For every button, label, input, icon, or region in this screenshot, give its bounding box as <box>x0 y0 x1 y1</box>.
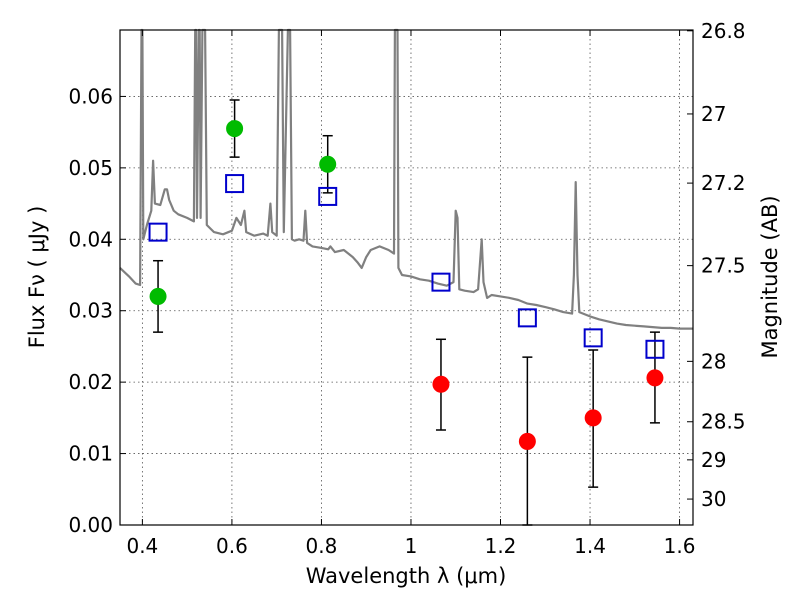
y2-tick-label: 27.2 <box>701 171 746 195</box>
grid-lines <box>120 30 693 525</box>
y2-tick-label: 30 <box>701 487 726 511</box>
y2-tick-label: 28.5 <box>701 410 746 434</box>
y-tick-label: 0.04 <box>68 227 113 251</box>
data-point-circle <box>319 155 337 173</box>
model-point-square <box>583 328 603 348</box>
model-point-square <box>148 222 168 242</box>
data-point-circle <box>518 432 536 450</box>
y2-tick-label: 28 <box>701 349 726 373</box>
y2-axis-label: Magnitude (AB) <box>758 195 782 358</box>
model-point-square <box>645 339 665 359</box>
data-point-circle <box>226 120 244 138</box>
model-point-square <box>318 186 338 206</box>
y-tick-label: 0.01 <box>68 442 113 466</box>
x-tick-label: 1.4 <box>574 534 606 558</box>
model-point-square <box>431 272 451 292</box>
error-bars <box>153 99 660 526</box>
x-tick-label: 0.4 <box>126 534 158 558</box>
data-point-circle <box>584 409 602 427</box>
y-tick-label: 0.03 <box>68 299 113 323</box>
y2-tick-label: 29 <box>701 448 726 472</box>
x-tick-label: 0.6 <box>216 534 248 558</box>
y2-tick-label: 27.5 <box>701 254 746 278</box>
axis-ticks: 0.4 0.6 0.8 1 1.2 1.4 1.6 0.00 0.01 0.02 0.03 0.04 0… <box>68 19 745 558</box>
x-tick-label: 0.8 <box>306 534 338 558</box>
data-markers <box>148 120 665 450</box>
data-point-circle <box>432 375 450 393</box>
data-point-circle <box>149 287 167 305</box>
model-point-square <box>517 308 537 328</box>
x-axis-label: Wavelength λ (μm) <box>306 564 507 588</box>
y2-tick-label: 26.8 <box>701 19 746 43</box>
data-point-circle <box>646 369 664 387</box>
y-axis-label: Flux Fν ( μJy ) <box>25 206 49 349</box>
x-tick-label: 1.6 <box>664 534 696 558</box>
model-spectrum-line <box>119 28 693 330</box>
x-tick-label: 1 <box>405 534 418 558</box>
plot-frame <box>119 29 694 526</box>
y-tick-label: 0.00 <box>68 513 113 537</box>
y-tick-label: 0.05 <box>68 156 113 180</box>
model-spectrum <box>119 28 693 330</box>
model-point-square <box>225 174 245 194</box>
y-tick-label: 0.06 <box>68 84 113 108</box>
y2-tick-label: 27 <box>701 102 726 126</box>
x-tick-label: 1.2 <box>485 534 517 558</box>
y-tick-label: 0.02 <box>68 370 113 394</box>
